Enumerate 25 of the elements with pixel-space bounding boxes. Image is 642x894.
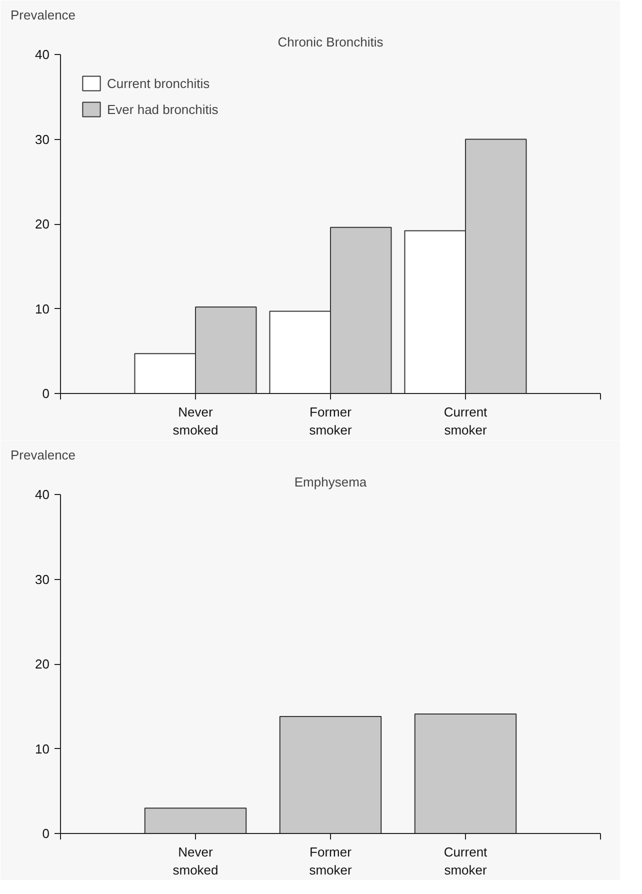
x-tick-label: Never smoked bbox=[172, 844, 218, 878]
bar bbox=[414, 714, 517, 834]
y-tick-label: 30 bbox=[35, 132, 50, 147]
y-tick-label: 40 bbox=[35, 487, 50, 502]
x-tick-label: Former smoker bbox=[309, 844, 352, 878]
y-tick-label: 0 bbox=[42, 386, 50, 401]
chart-title: Chronic Bronchitis bbox=[278, 34, 384, 50]
bar bbox=[144, 808, 247, 834]
x-tick-label: Current smoker bbox=[444, 844, 488, 878]
bar bbox=[279, 716, 382, 834]
x-tick-label: Never smoked bbox=[172, 404, 218, 438]
x-tick-label: Former smoker bbox=[309, 404, 352, 438]
y-axis-title: Prevalence bbox=[10, 8, 76, 22]
y-tick-label: 10 bbox=[35, 301, 50, 316]
chart-title: Emphysema bbox=[294, 474, 368, 490]
y-tick-label: 10 bbox=[35, 741, 50, 756]
y-tick-label: 20 bbox=[35, 216, 50, 232]
y-tick-label: 30 bbox=[35, 572, 50, 587]
y-tick-label: 0 bbox=[42, 826, 50, 841]
y-tick-label: 20 bbox=[35, 656, 50, 672]
y-axis-title: Prevalence bbox=[10, 448, 76, 462]
legend-label: Current bronchitis bbox=[107, 76, 210, 90]
y-tick-label: 40 bbox=[35, 47, 50, 62]
x-tick-label: Current smoker bbox=[444, 404, 488, 438]
legend-label: Ever had bronchitis bbox=[107, 102, 218, 116]
